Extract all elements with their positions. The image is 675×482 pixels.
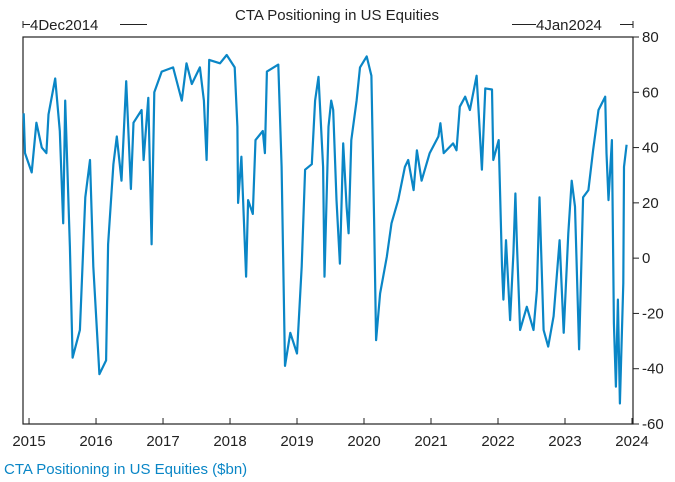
x-tick-label: 2023	[548, 433, 581, 450]
x-tick-label: 2017	[146, 433, 179, 450]
y-tick-label: -20	[642, 305, 664, 322]
y-tick-label: 80	[642, 29, 659, 46]
y-tick-label: 60	[642, 84, 659, 101]
plot-area	[22, 36, 634, 425]
x-tick-label: 2018	[213, 433, 246, 450]
series-line	[22, 53, 628, 405]
start-date-marker: 4Dec2014	[22, 17, 147, 34]
y-tick-label: -60	[642, 416, 664, 433]
series-layer	[22, 53, 628, 405]
x-tick-label: 2024	[615, 433, 648, 450]
y-axis: 80 60 40 20 0 -20 -40 -60	[633, 29, 664, 433]
y-tick-label: 40	[642, 140, 659, 157]
y-tick-label: -40	[642, 361, 664, 378]
x-tick-label: 2022	[481, 433, 514, 450]
x-tick-label: 2015	[12, 433, 45, 450]
end-date-label: 4Jan2024	[536, 17, 602, 34]
end-date-marker: 4Jan2024	[512, 17, 634, 34]
x-axis: 2015 2016 2017 2018 2019 2020 2021 2022 2023 2024	[12, 418, 649, 450]
x-tick-label: 2021	[414, 433, 447, 450]
y-tick-label: 0	[642, 250, 650, 267]
legend-label: CTA Positioning in US Equities ($bn)	[4, 461, 247, 478]
x-tick-label: 2016	[79, 433, 112, 450]
start-date-label: 4Dec2014	[30, 17, 98, 34]
x-tick-label: 2019	[280, 433, 313, 450]
y-tick-label: 20	[642, 195, 659, 212]
chart-title: CTA Positioning in US Equities	[235, 7, 439, 24]
x-tick-label: 2020	[347, 433, 380, 450]
